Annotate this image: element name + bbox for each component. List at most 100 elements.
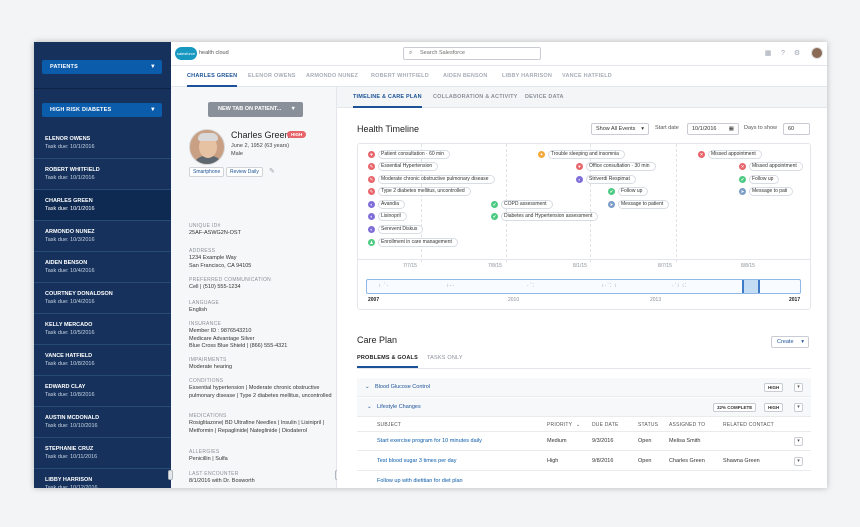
col-subject[interactable]: SUBJECT [377, 422, 402, 428]
timeline-event[interactable]: COPD assessment [501, 200, 553, 209]
row-menu-button[interactable]: ▾ [794, 437, 803, 446]
task-row[interactable]: Test blood sugar 3 times per day High 9/8/… [357, 452, 811, 471]
patient-list-item[interactable]: ARMONDO NUNEZ Task due: 10/3/2016 [34, 221, 171, 252]
timeline-event[interactable]: Missed appointment [708, 150, 762, 159]
chevron-down-icon: ▼ [149, 64, 156, 70]
timeline-tick-label: 7/7/15 [403, 263, 417, 269]
timeline-event[interactable]: Diabetes and Hypertension assessment [501, 212, 599, 221]
patient-item-name: KELLY MERCADO [45, 322, 93, 328]
problem-row[interactable]: ⌄ Blood Glucose Control HIGH ▾ [357, 378, 811, 397]
timeline-event[interactable]: Message to patient [618, 200, 670, 209]
timeline-event[interactable]: Type 2 diabetes mellitus, uncontrolled [378, 187, 471, 196]
timeline-event-icon: ✕ [739, 163, 746, 170]
timeline-event[interactable]: Patient consultation · 60 min [378, 150, 451, 159]
col-related-contact[interactable]: RELATED CONTACT [723, 422, 774, 428]
task-row[interactable]: Follow up with dietitian for diet plan [357, 472, 811, 488]
row-menu-button[interactable]: ▾ [794, 383, 803, 392]
brush-selection-handle[interactable] [742, 280, 760, 293]
col-assigned-to[interactable]: ASSIGNED TO [669, 422, 706, 428]
detail-tab[interactable]: TIMELINE & CARE PLAN [353, 87, 422, 108]
app-launcher-icon[interactable]: ▦ [764, 50, 772, 57]
tab-problems-goals[interactable]: PROBLEMS & GOALS [357, 355, 418, 368]
timeline-event[interactable]: Enrollment in care management [378, 238, 458, 247]
timeline-event[interactable]: Striverdi Respimat [586, 175, 636, 184]
new-tab-button[interactable]: NEW TAB ON PATIENT... ▼ [208, 102, 303, 117]
timeline-event[interactable]: Avandia [378, 200, 405, 209]
patient-tab[interactable]: ELENOR OWENS [248, 73, 296, 79]
task-row[interactable]: Start exercise program for 10 minutes da… [357, 432, 811, 451]
chevron-down-icon: ▾ [641, 126, 644, 132]
timeline-event[interactable]: Lisinopril [378, 212, 407, 221]
patient-item-name: EDWARD CLAY [45, 384, 86, 390]
patient-list-item[interactable]: EDWARD CLAY Task due: 10/8/2016 [34, 376, 171, 407]
chevron-down-icon[interactable]: ⌄ [367, 404, 372, 410]
review-daily-button[interactable]: Review Daily [226, 167, 263, 177]
timeline-event[interactable]: Trouble sleeping and insomnia [548, 150, 625, 159]
patient-tab[interactable]: ROBERT WHITFIELD [371, 73, 429, 79]
detail-tab[interactable]: COLLABORATION & ACTIVITY [433, 94, 518, 100]
col-due-date[interactable]: DUE DATE [592, 422, 619, 428]
global-header: salesforce health cloud ⌕ Search Salesfo… [171, 42, 827, 66]
timeline-event[interactable]: Follow up [618, 187, 649, 196]
edit-icon[interactable]: ✎ [269, 168, 275, 175]
patient-tab[interactable]: VANCE HATFIELD [562, 73, 612, 79]
timeline-event[interactable]: Moderate chronic obstructive pulmonary d… [378, 175, 495, 184]
task-assigned: Charles Green [669, 458, 705, 464]
patient-list-item[interactable]: LIBBY HARRISON Task due: 10/12/2016 [34, 469, 171, 488]
field-value: 8/1/2016 with Dr. Bosworth [189, 478, 255, 484]
timeline-event[interactable]: Message to pati [749, 187, 794, 196]
patient-list-item[interactable]: STEPHANIE CRUZ Task due: 10/11/2016 [34, 438, 171, 469]
task-subject[interactable]: Follow up with dietitian for diet plan [377, 478, 463, 484]
patient-item-name: AIDEN BENSON [45, 260, 88, 266]
tab-tasks-only[interactable]: TASKS ONLY [427, 355, 463, 361]
timeline-event[interactable]: Office consultation · 30 min [586, 162, 656, 171]
col-priority[interactable]: PRIORITY [547, 422, 573, 428]
help-icon[interactable]: ? [781, 50, 785, 57]
event-filter-select[interactable]: Show All Events ▾ [591, 123, 649, 135]
patient-item-name: ELENOR OWENS [45, 136, 91, 142]
sidebar-resize-handle[interactable] [168, 470, 173, 480]
patient-list-item[interactable]: AUSTIN MCDONALD Task due: 10/10/2016 [34, 407, 171, 438]
goal-row[interactable]: ⌄ Lifestyle Changes 32% COMPLETE HIGH ▾ [357, 398, 811, 417]
task-subject[interactable]: Test blood sugar 3 times per day [377, 458, 457, 464]
patient-item-due: Task due: 10/10/2016 [45, 423, 98, 429]
patient-tab[interactable]: LIBBY HARRISON [502, 73, 553, 79]
risk-list-select[interactable]: HIGH RISK DIABETES ▼ [42, 103, 162, 117]
timeline-event[interactable]: Serevent Diskus [378, 225, 424, 234]
patient-list-item[interactable]: CHARLES GREEN Task due: 10/1/2016 [34, 190, 171, 221]
patients-filter-select[interactable]: PATIENTS ▼ [42, 60, 162, 74]
smartphone-button[interactable]: Smartphone [189, 167, 225, 177]
timeline-range-brush[interactable]: ⁝ ˋ· ⁝-· ·ˋ⁚ ⁝·ˋ⁚ ⁝ ·ˋ⁝ ⁝⁚ [366, 279, 801, 294]
row-menu-button[interactable]: ▾ [794, 403, 803, 412]
gear-icon[interactable]: ⚙ [793, 50, 801, 57]
timeline-event[interactable]: Follow up [749, 175, 780, 184]
start-date-input[interactable]: 10/1/2016 ▦ [687, 123, 739, 135]
chevron-down-icon[interactable]: ⌄ [365, 384, 370, 390]
salesforce-logo[interactable]: salesforce [175, 47, 197, 60]
search-input[interactable]: ⌕ Search Salesforce [403, 47, 541, 60]
sort-icon[interactable]: ⌄ [576, 422, 581, 428]
row-menu-button[interactable]: ▾ [794, 457, 803, 466]
patient-list-item[interactable]: VANCE HATFIELD Task due: 10/8/2016 [34, 345, 171, 376]
task-subject[interactable]: Start exercise program for 10 minutes da… [377, 438, 482, 444]
patient-tab[interactable]: AIDEN BENSON [443, 73, 488, 79]
patient-item-name: STEPHANIE CRUZ [45, 446, 94, 452]
timeline-tick-label: 8/7/15 [658, 263, 672, 269]
patient-tab[interactable]: ARMONDO NUNEZ [306, 73, 359, 79]
days-to-show-input[interactable]: 60 [783, 123, 810, 135]
detail-tab[interactable]: DEVICE DATA [525, 94, 564, 100]
patient-list-item[interactable]: COURTNEY DONALDSON Task due: 10/4/2016 [34, 283, 171, 314]
patient-list-item[interactable]: ROBERT WHITFIELD Task due: 10/1/2016 [34, 159, 171, 190]
chevron-down-icon: ▼ [290, 106, 296, 112]
patient-list-item[interactable]: AIDEN BENSON Task due: 10/4/2016 [34, 252, 171, 283]
patient-tab[interactable]: CHARLES GREEN [187, 66, 238, 87]
create-button[interactable]: Create ▾ [771, 336, 809, 348]
timeline-event-icon: ✎ [368, 188, 375, 195]
patient-list-item[interactable]: KELLY MERCADO Task due: 10/5/2016 [34, 314, 171, 345]
patient-list-item[interactable]: ELENOR OWENS Task due: 10/1/2016 [34, 128, 171, 159]
timeline-event-icon: ✦ [538, 151, 545, 158]
timeline-event[interactable]: Missed appointment [749, 162, 803, 171]
timeline-event[interactable]: Essential Hypertension [378, 162, 439, 171]
col-status[interactable]: STATUS [638, 422, 659, 428]
user-avatar[interactable] [811, 47, 823, 59]
